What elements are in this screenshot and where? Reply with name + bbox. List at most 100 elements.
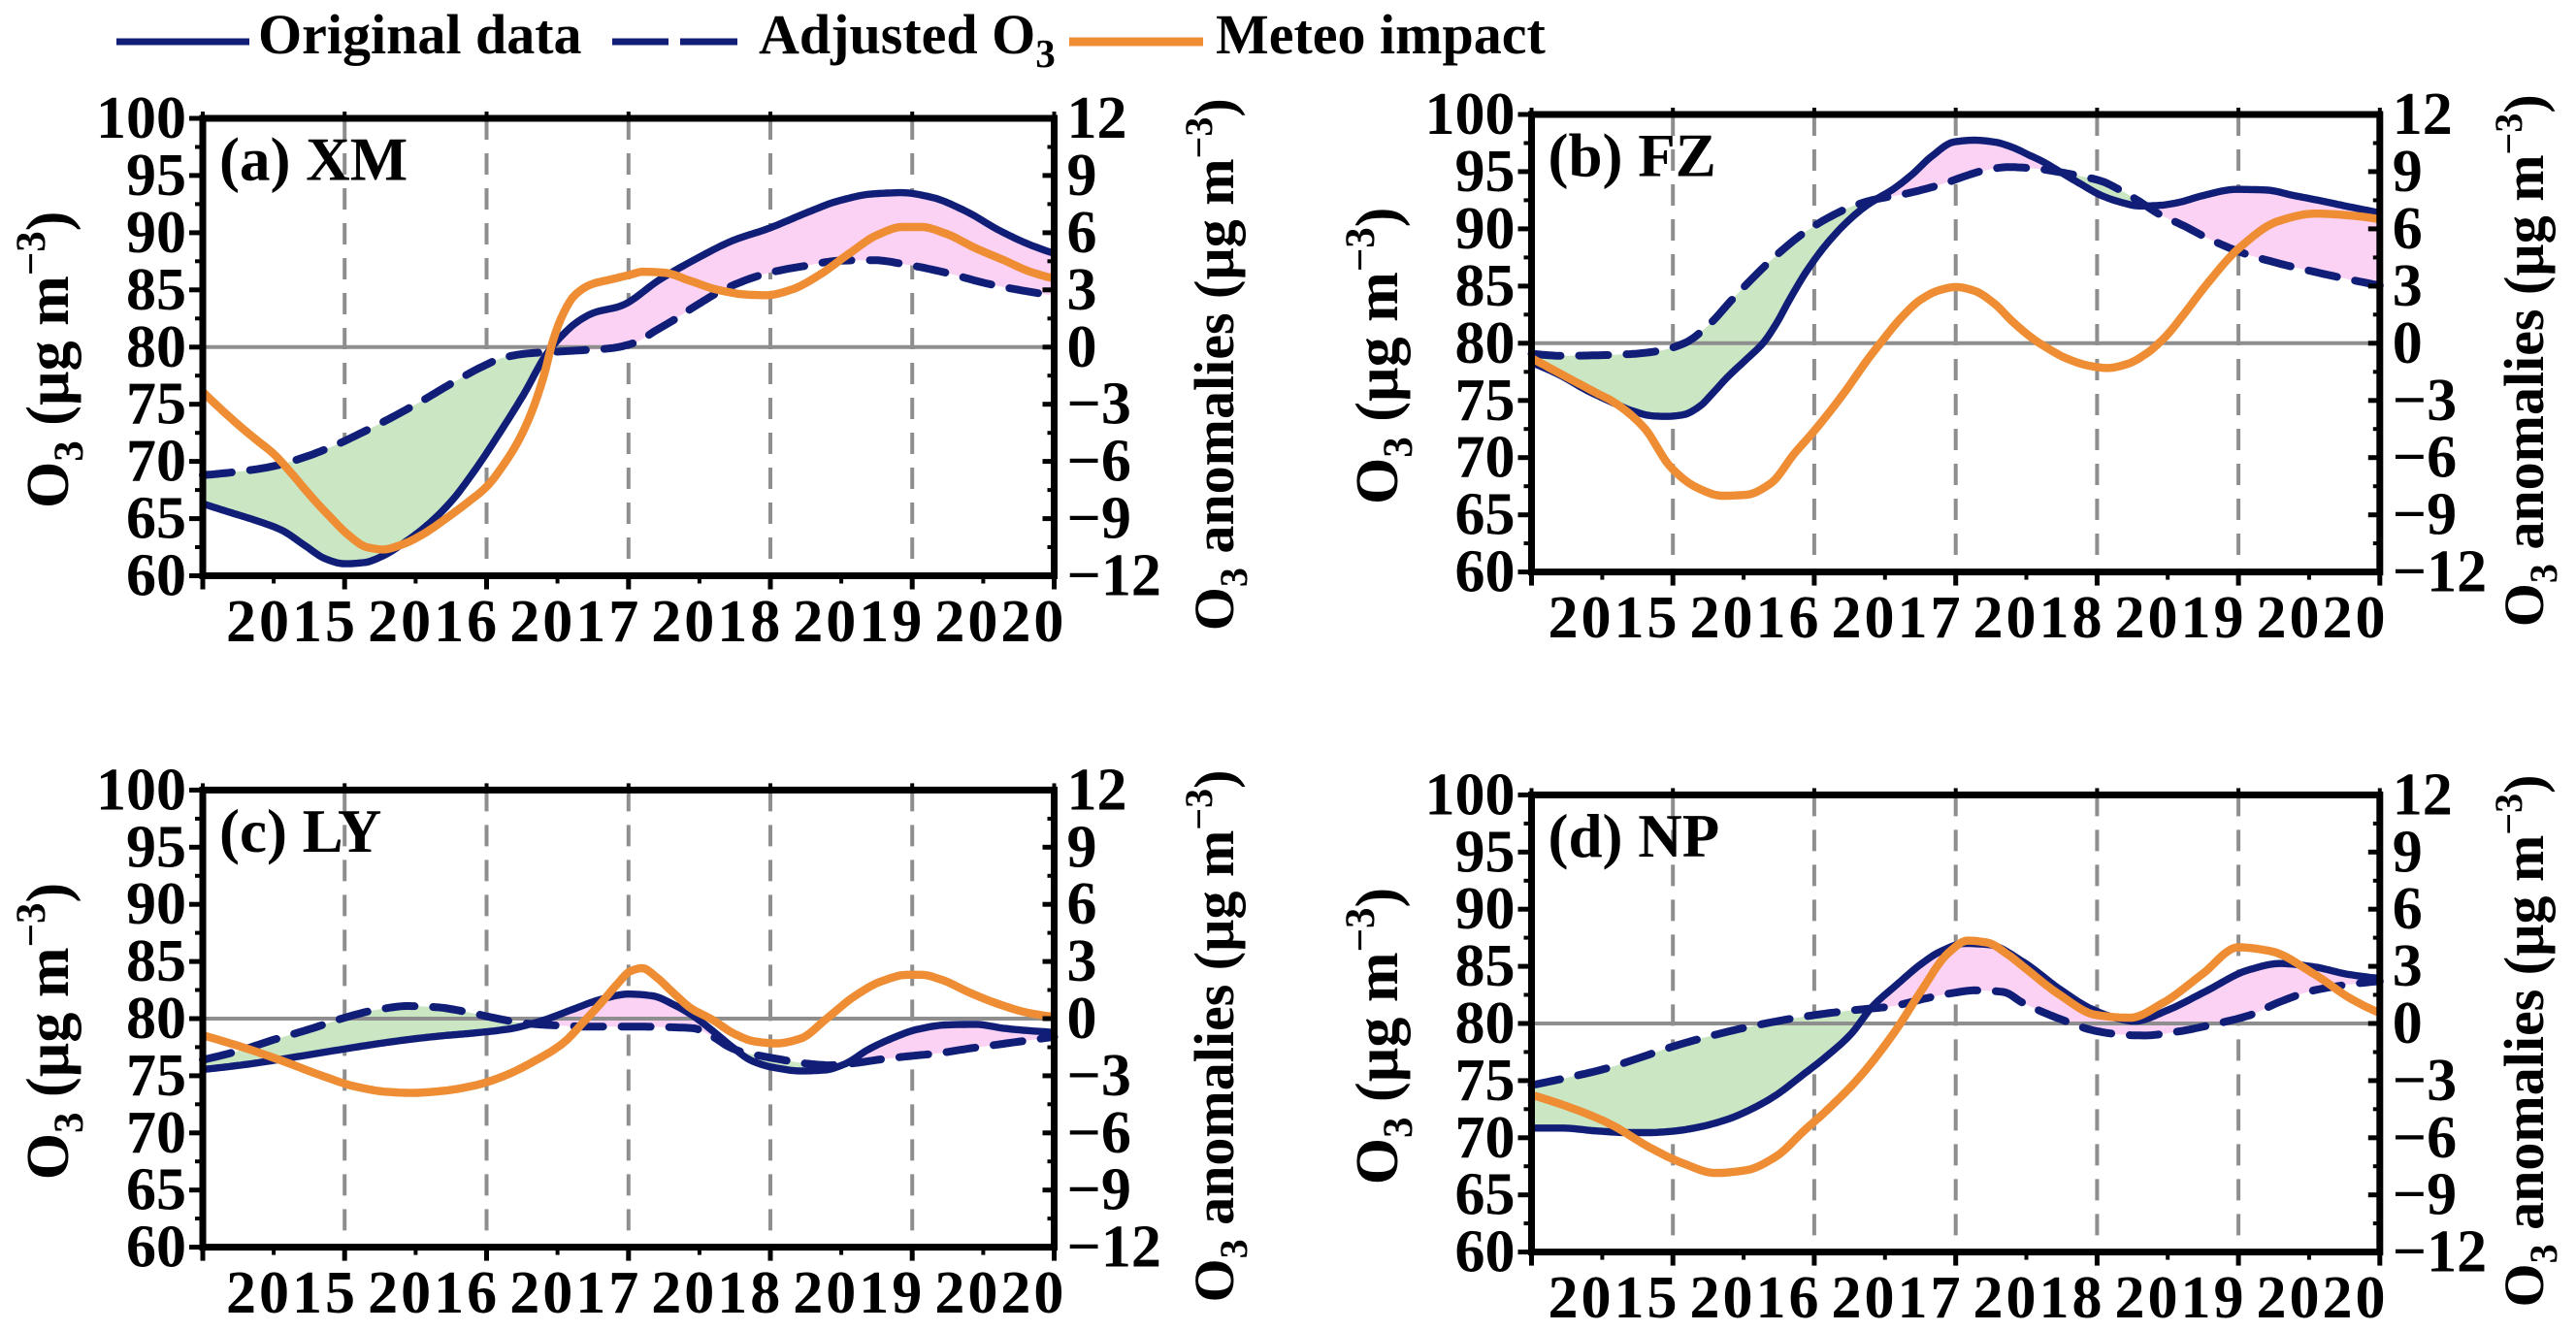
- svg-text:95: 95: [1455, 819, 1516, 885]
- svg-text:80: 80: [1455, 990, 1516, 1056]
- svg-text:2020: 2020: [934, 589, 1066, 655]
- svg-text:90: 90: [126, 871, 186, 937]
- svg-text:(a) XM: (a) XM: [219, 126, 408, 194]
- svg-text:3: 3: [2393, 253, 2423, 319]
- svg-text:2019: 2019: [2115, 585, 2247, 651]
- svg-text:60: 60: [1455, 539, 1516, 605]
- svg-text:−3: −3: [1067, 1043, 1131, 1109]
- svg-text:90: 90: [1455, 876, 1516, 942]
- svg-text:Adjusted O3: Adjusted O3: [759, 3, 1056, 76]
- svg-text:65: 65: [1455, 482, 1516, 548]
- svg-text:O3​ anomalies (µg m−3​): O3​ anomalies (µg m−3​): [1177, 98, 1255, 631]
- svg-text:85: 85: [126, 257, 186, 323]
- svg-text:2017: 2017: [1832, 1265, 1964, 1331]
- svg-text:2020: 2020: [934, 1260, 1066, 1326]
- svg-text:3: 3: [1067, 257, 1097, 323]
- svg-text:80: 80: [126, 986, 186, 1052]
- svg-text:2015: 2015: [226, 589, 358, 655]
- svg-text:2020: 2020: [2257, 1265, 2389, 1331]
- svg-text:95: 95: [126, 814, 186, 880]
- svg-text:100: 100: [96, 757, 186, 823]
- svg-text:2019: 2019: [793, 589, 925, 655]
- svg-text:−12: −12: [2393, 539, 2487, 605]
- svg-text:2016: 2016: [1690, 585, 1822, 651]
- svg-text:60: 60: [1455, 1219, 1516, 1285]
- svg-text:Original data: Original data: [258, 3, 582, 66]
- svg-text:70: 70: [1455, 1105, 1516, 1171]
- svg-text:75: 75: [1455, 368, 1516, 434]
- svg-text:2017: 2017: [509, 589, 641, 655]
- svg-text:2017: 2017: [1832, 585, 1964, 651]
- svg-text:0: 0: [2393, 990, 2423, 1056]
- svg-text:75: 75: [126, 1043, 186, 1109]
- svg-text:90: 90: [1455, 196, 1516, 262]
- svg-text:70: 70: [1455, 425, 1516, 491]
- svg-text:65: 65: [1455, 1162, 1516, 1228]
- svg-text:2016: 2016: [368, 1260, 500, 1326]
- svg-text:6: 6: [2393, 196, 2423, 262]
- svg-text:100: 100: [1425, 762, 1516, 828]
- svg-text:2016: 2016: [1690, 1265, 1822, 1331]
- svg-text:O3​ (µg m−3​): O3​ (µg m−3​): [9, 883, 92, 1180]
- svg-text:12: 12: [2393, 81, 2453, 147]
- svg-text:−12: −12: [1067, 543, 1161, 609]
- svg-text:0: 0: [1067, 986, 1097, 1052]
- svg-text:−9: −9: [1067, 1157, 1131, 1223]
- svg-text:95: 95: [126, 143, 186, 209]
- svg-text:75: 75: [1455, 1048, 1516, 1114]
- svg-text:(d) NP: (d) NP: [1549, 802, 1720, 870]
- svg-text:2016: 2016: [368, 589, 500, 655]
- svg-text:(b) FZ: (b) FZ: [1549, 122, 1716, 190]
- svg-text:85: 85: [1455, 933, 1516, 999]
- svg-text:60: 60: [126, 1215, 186, 1281]
- svg-text:0: 0: [1067, 314, 1097, 380]
- svg-text:2015: 2015: [1549, 1265, 1680, 1331]
- svg-text:2015: 2015: [1549, 585, 1680, 651]
- svg-text:2019: 2019: [793, 1260, 925, 1326]
- svg-text:−3: −3: [2393, 1048, 2457, 1114]
- svg-text:60: 60: [126, 543, 186, 609]
- svg-text:2015: 2015: [226, 1260, 358, 1326]
- svg-text:12: 12: [1067, 757, 1127, 823]
- svg-text:2018: 2018: [1973, 585, 2105, 651]
- svg-text:70: 70: [126, 429, 186, 495]
- svg-text:−9: −9: [1067, 486, 1131, 552]
- svg-text:9: 9: [2393, 819, 2423, 885]
- svg-text:−3: −3: [2393, 368, 2457, 434]
- svg-text:100: 100: [1425, 81, 1516, 147]
- svg-text:9: 9: [1067, 814, 1097, 880]
- svg-text:−12: −12: [2393, 1219, 2487, 1285]
- svg-text:2018: 2018: [1973, 1265, 2105, 1331]
- svg-text:70: 70: [126, 1100, 186, 1166]
- svg-text:(c) LY: (c) LY: [219, 797, 381, 865]
- svg-text:6: 6: [2393, 876, 2423, 942]
- svg-text:2018: 2018: [651, 1260, 783, 1326]
- svg-text:2017: 2017: [509, 1260, 641, 1326]
- svg-text:−6: −6: [2393, 425, 2457, 491]
- svg-text:75: 75: [126, 372, 186, 438]
- svg-text:12: 12: [2393, 762, 2453, 828]
- svg-text:O3​ anomalies (µg m−3​): O3​ anomalies (µg m−3​): [2487, 94, 2565, 627]
- svg-text:−6: −6: [1067, 429, 1131, 495]
- svg-text:O3​ anomalies (µg m−3​): O3​ anomalies (µg m−3​): [2487, 775, 2565, 1308]
- svg-text:−6: −6: [2393, 1105, 2457, 1171]
- svg-text:O3​ (µg m−3​): O3​ (µg m−3​): [1338, 208, 1421, 504]
- svg-text:O3​ anomalies (µg m−3​): O3​ anomalies (µg m−3​): [1177, 770, 1255, 1303]
- svg-text:6: 6: [1067, 871, 1097, 937]
- svg-text:3: 3: [1067, 928, 1097, 994]
- svg-text:Meteo impact: Meteo impact: [1216, 3, 1546, 66]
- svg-text:85: 85: [126, 928, 186, 994]
- svg-text:12: 12: [1067, 85, 1127, 151]
- svg-text:O3​ (µg m−3​): O3​ (µg m−3​): [9, 211, 92, 508]
- svg-text:2020: 2020: [2257, 585, 2389, 651]
- svg-text:2018: 2018: [651, 589, 783, 655]
- svg-text:0: 0: [2393, 310, 2423, 376]
- svg-text:2019: 2019: [2115, 1265, 2247, 1331]
- svg-text:O3​ (µg m−3​): O3​ (µg m−3​): [1338, 888, 1421, 1185]
- svg-text:−3: −3: [1067, 372, 1131, 438]
- svg-text:65: 65: [126, 486, 186, 552]
- svg-text:−9: −9: [2393, 482, 2457, 548]
- svg-text:80: 80: [126, 314, 186, 380]
- svg-text:80: 80: [1455, 310, 1516, 376]
- svg-text:95: 95: [1455, 139, 1516, 205]
